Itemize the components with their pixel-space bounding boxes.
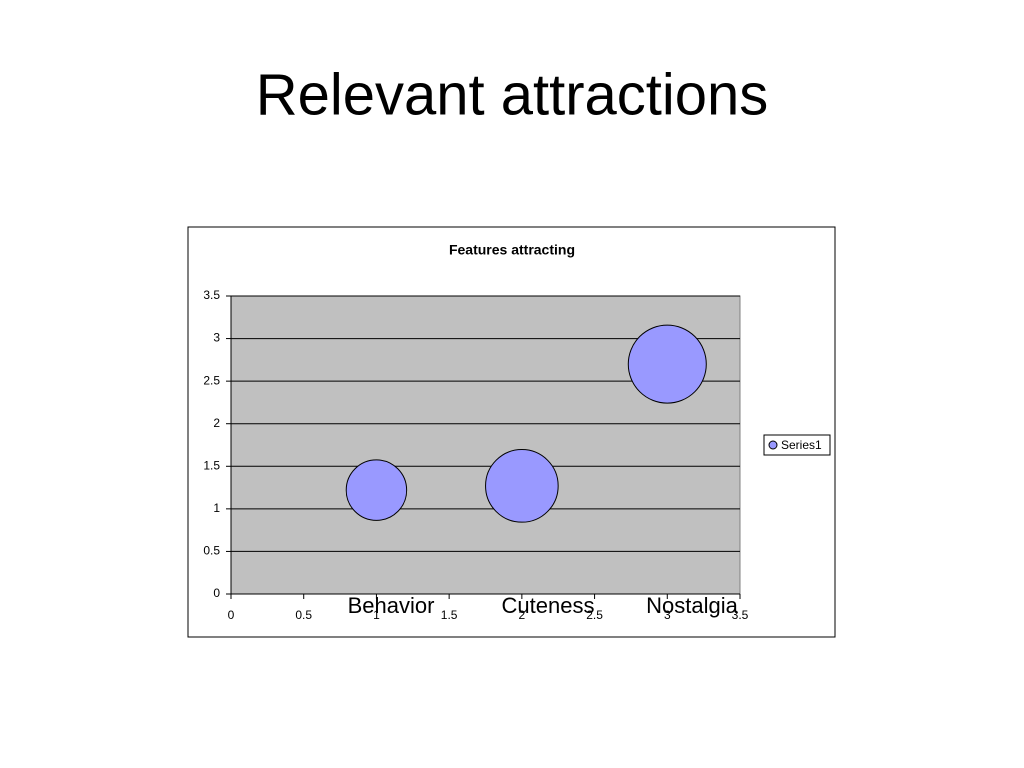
bubble bbox=[485, 449, 559, 523]
y-tick-label: 2.5 bbox=[203, 373, 220, 387]
x-tick-label: 2 bbox=[519, 608, 526, 622]
y-tick-label: 3.5 bbox=[203, 288, 220, 302]
x-tick-label: 1.5 bbox=[441, 608, 458, 622]
y-tick-label: 0.5 bbox=[203, 544, 220, 558]
bubble bbox=[345, 459, 408, 521]
y-tick-label: 1.5 bbox=[203, 458, 220, 472]
annotation: Nostalgia bbox=[646, 593, 738, 618]
x-tick-label: 1 bbox=[373, 608, 380, 622]
x-tick-label: 0.5 bbox=[295, 608, 312, 622]
chart-title: Features attracting bbox=[449, 242, 575, 258]
y-tick-label: 0 bbox=[213, 586, 220, 600]
annotation: Cuteness bbox=[502, 593, 595, 618]
bubble bbox=[627, 324, 707, 404]
y-tick-label: 1 bbox=[213, 501, 220, 515]
x-tick-label: 3 bbox=[664, 608, 671, 622]
annotation: Behavior bbox=[348, 593, 435, 618]
x-tick-label: 0 bbox=[228, 608, 235, 622]
x-tick-label: 3.5 bbox=[732, 608, 749, 622]
legend-label: Series1 bbox=[781, 438, 822, 452]
x-tick-label: 2.5 bbox=[586, 608, 603, 622]
legend-marker bbox=[768, 440, 778, 450]
y-tick-label: 2 bbox=[213, 416, 220, 430]
slide-title: Relevant attractions bbox=[256, 62, 769, 127]
legend-box bbox=[763, 434, 831, 456]
y-tick-label: 3 bbox=[213, 331, 220, 345]
